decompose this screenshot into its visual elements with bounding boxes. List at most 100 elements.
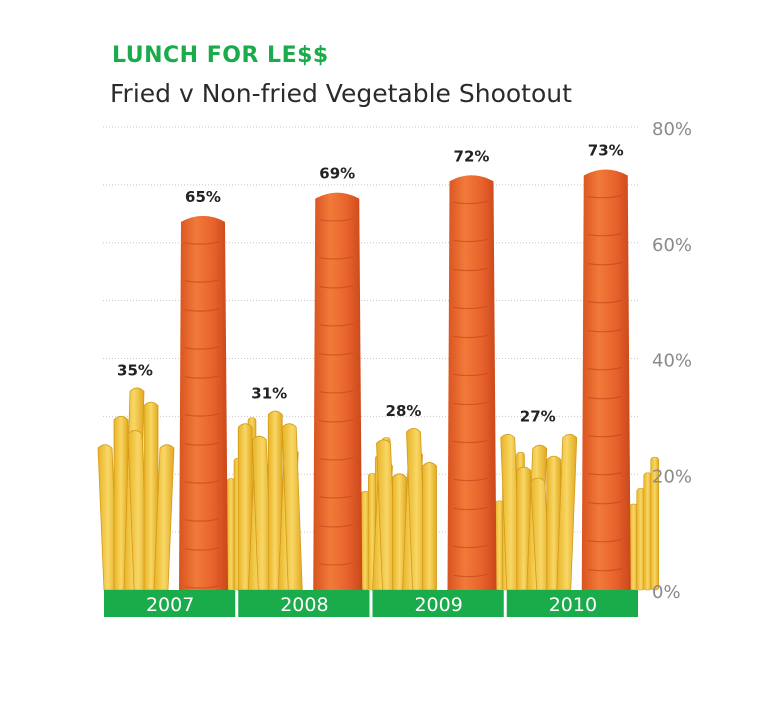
- y-tick-label: 80%: [652, 119, 692, 140]
- fries-bar: [500, 433, 660, 591]
- carrot-body: [313, 192, 363, 590]
- fry-stick: [516, 466, 532, 591]
- carrot-ridge: [587, 538, 622, 543]
- y-tick-label: 40%: [652, 351, 692, 372]
- carrot-ridge: [453, 267, 488, 272]
- fry-stick: [153, 444, 175, 591]
- category-band-cell: [238, 590, 370, 617]
- x-tick-label: 2008: [280, 594, 328, 616]
- carrot-ridge: [319, 419, 354, 423]
- fry-stick: [97, 444, 119, 591]
- carrot-series: [179, 169, 631, 591]
- carrot-body: [447, 175, 497, 591]
- carrot-ridge: [184, 241, 220, 245]
- carrot-ridge: [319, 495, 354, 499]
- carrot-ridge: [587, 433, 622, 438]
- carrot-ridge: [184, 346, 220, 350]
- fry-stick: [406, 428, 427, 591]
- y-axis: 0% 20% 40% 60% 80%: [652, 119, 692, 603]
- carrot-ridge: [319, 390, 354, 394]
- y-tick-label: 0%: [652, 582, 681, 603]
- carrot-ridge: [587, 567, 622, 572]
- carrot-ridge: [587, 395, 622, 400]
- carrot-ridge: [453, 238, 488, 243]
- fry-stick: [281, 423, 303, 591]
- fry-stick: [267, 410, 283, 591]
- fry-stick: [237, 423, 253, 591]
- carrot-ridge: [453, 372, 488, 377]
- fry-stick: [500, 433, 522, 591]
- carrot-ridge: [184, 279, 220, 283]
- fries-series: [97, 387, 660, 591]
- x-tick-label: 2007: [146, 594, 194, 616]
- fries-data-label: 31%: [251, 385, 287, 403]
- carrot-ridge: [453, 477, 488, 482]
- carrot-ridge: [587, 194, 622, 199]
- fry-stick: [556, 433, 578, 591]
- carrot-ridge: [453, 573, 488, 578]
- fries-data-label: 27%: [520, 408, 556, 426]
- carrot-ridge: [184, 308, 220, 312]
- carrot-ridge: [587, 328, 622, 333]
- carrot-ridge: [319, 323, 354, 327]
- carrot-ridge: [587, 366, 622, 371]
- carrot-ridge: [587, 471, 622, 476]
- carrot-data-label: 65%: [185, 188, 221, 206]
- carrot-ridge: [184, 547, 220, 551]
- carrot-ridge: [319, 562, 354, 566]
- fry-stick: [650, 456, 660, 591]
- fry-stick: [546, 455, 562, 591]
- carrot-ridge: [184, 585, 220, 589]
- category-band-cell: [372, 590, 504, 617]
- carrot-ridge: [319, 457, 354, 461]
- carrot-ridge: [453, 334, 488, 339]
- carrot-ridge: [453, 305, 488, 310]
- carrot-ridge: [453, 439, 488, 444]
- fry-stick: [113, 415, 129, 591]
- carrot-bar: [581, 169, 631, 590]
- fry-stick: [530, 477, 552, 591]
- brand-title: LUNCH FOR LE$$: [112, 43, 329, 68]
- carrot-data-label: 69%: [319, 165, 355, 183]
- y-tick-label: 20%: [652, 466, 692, 487]
- y-tick-label: 60%: [652, 235, 692, 256]
- carrot-body: [179, 215, 228, 590]
- carrot-ridge: [184, 518, 220, 522]
- category-band-cell: [104, 590, 236, 617]
- data-labels: 35% 65% 31% 69% 28% 72% 27% 73%: [117, 142, 624, 426]
- carrot-ridge: [184, 480, 220, 484]
- carrot-body: [581, 169, 631, 590]
- carrot-ridge: [453, 506, 488, 511]
- fry-stick: [422, 462, 437, 591]
- fries-data-label: 28%: [386, 402, 422, 420]
- fries-data-label: 35%: [117, 361, 153, 379]
- category-band-cell: [506, 590, 638, 617]
- carrot-ridge: [184, 413, 220, 417]
- carrot-ridge: [319, 524, 354, 528]
- fries-bar: [97, 387, 257, 591]
- carrot-bar: [447, 175, 497, 591]
- fry-stick: [143, 401, 159, 591]
- fry-stick: [251, 435, 273, 591]
- carrot-ridge: [587, 261, 622, 266]
- x-tick-label: 2010: [549, 594, 597, 616]
- fry-stick: [376, 439, 397, 591]
- carrot-bar: [313, 192, 363, 590]
- carrot-ridge: [319, 285, 354, 289]
- carrot-ridge: [453, 544, 488, 549]
- carrot-ridge: [184, 442, 220, 446]
- carrot-ridge: [319, 218, 354, 222]
- carrot-ridge: [319, 352, 354, 356]
- carrot-ridge: [319, 256, 354, 260]
- chart-title: Fried v Non-fried Vegetable Shootout: [110, 79, 572, 108]
- x-tick-label: 2009: [414, 594, 462, 616]
- carrot-ridge: [184, 375, 220, 379]
- carrot-data-label: 73%: [588, 142, 624, 160]
- carrot-ridge: [587, 232, 622, 237]
- carrot-ridge: [587, 299, 622, 304]
- carrot-bar: [179, 215, 228, 590]
- carrot-ridge: [453, 401, 488, 406]
- carrot-data-label: 72%: [454, 147, 490, 165]
- fry-stick: [392, 473, 407, 591]
